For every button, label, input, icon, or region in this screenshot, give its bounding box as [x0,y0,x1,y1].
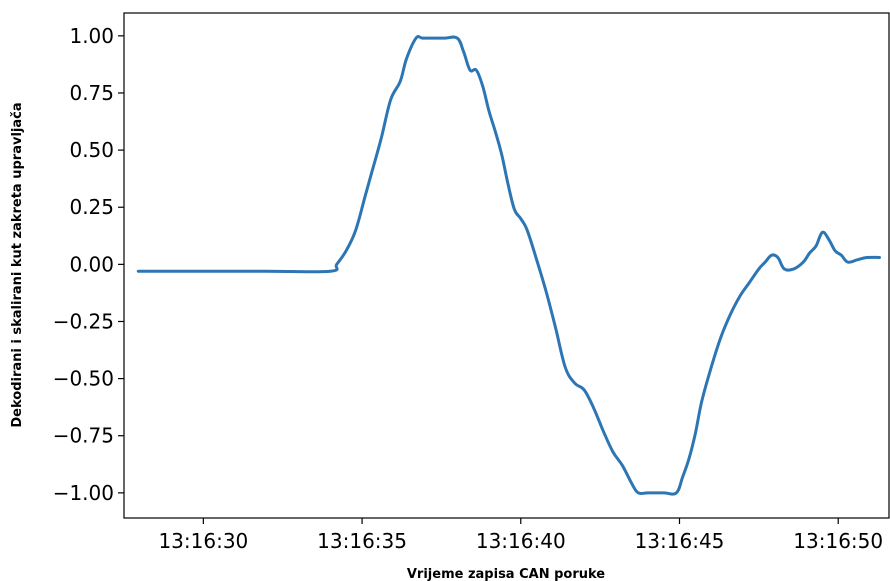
y-tick-label: −1.00 [53,481,114,505]
y-tick-label: −0.25 [53,309,114,333]
plot-area [124,13,889,518]
x-axis-ticks: 13:16:30 13:16:35 13:16:40 13:16:45 13:16:50 [158,518,883,553]
x-tick-label: 13:16:35 [317,529,407,553]
x-tick-label: 13:16:30 [158,529,248,553]
y-tick-label: −0.75 [53,424,114,448]
y-tick-label: 0.25 [69,195,114,219]
series-line [136,35,881,496]
x-tick-label: 13:16:45 [635,529,725,553]
plot-frame [123,12,890,519]
x-axis-label: Vrijeme zapisa CAN poruke [407,567,605,581]
y-tick-label: 1.00 [69,24,114,48]
x-tick-label: 13:16:40 [476,529,566,553]
y-axis-label: Dekodirani i skalirani kut zakreta uprav… [10,102,25,427]
y-tick-label: −0.50 [53,367,114,391]
y-tick-label: 0.75 [69,81,114,105]
y-axis-ticks: 1.00 0.75 0.50 0.25 0.00 −0.25 −0.50 −0.75 −1.00 [53,24,124,505]
y-tick-label: 0.50 [69,138,114,162]
y-tick-label: 0.00 [69,252,114,276]
x-tick-label: 13:16:50 [793,529,883,553]
